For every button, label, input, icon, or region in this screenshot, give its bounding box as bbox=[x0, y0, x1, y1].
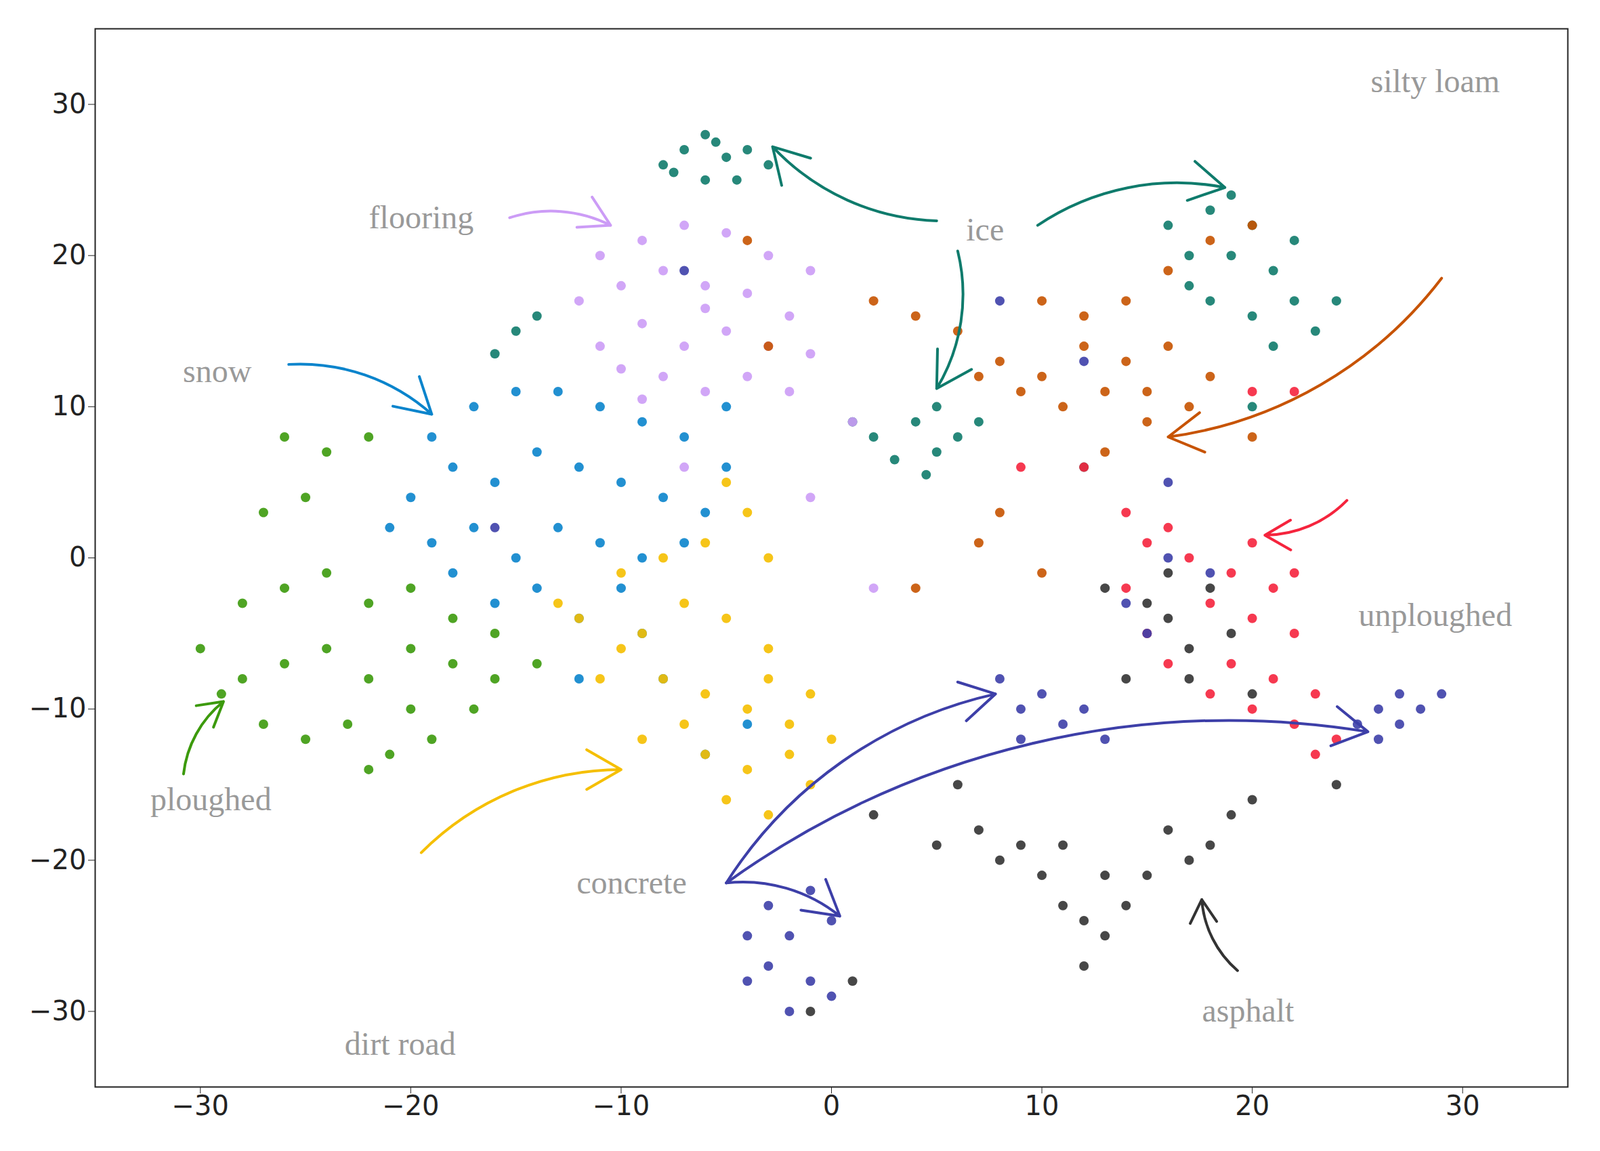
svg-text:20: 20 bbox=[52, 239, 87, 271]
svg-text:silty loam: silty loam bbox=[1371, 62, 1501, 99]
svg-text:unploughed: unploughed bbox=[1358, 596, 1513, 633]
svg-text:−30: −30 bbox=[172, 1089, 229, 1122]
svg-text:ice: ice bbox=[965, 211, 1004, 248]
svg-text:concrete: concrete bbox=[576, 864, 687, 901]
svg-text:30: 30 bbox=[52, 88, 87, 120]
svg-text:−10: −10 bbox=[592, 1089, 650, 1122]
svg-text:flooring: flooring bbox=[369, 199, 475, 236]
svg-text:−20: −20 bbox=[29, 844, 87, 876]
svg-text:dirt road: dirt road bbox=[344, 1025, 456, 1062]
svg-text:−10: −10 bbox=[29, 692, 87, 724]
svg-text:30: 30 bbox=[1445, 1089, 1481, 1122]
svg-text:10: 10 bbox=[1024, 1089, 1060, 1122]
svg-text:ploughed: ploughed bbox=[150, 781, 272, 817]
svg-text:snow: snow bbox=[182, 352, 252, 389]
svg-text:10: 10 bbox=[52, 390, 87, 422]
svg-text:0: 0 bbox=[69, 541, 87, 573]
svg-text:−30: −30 bbox=[29, 995, 87, 1027]
svg-text:20: 20 bbox=[1234, 1089, 1270, 1122]
svg-text:−20: −20 bbox=[382, 1089, 439, 1122]
svg-text:asphalt: asphalt bbox=[1201, 992, 1295, 1029]
svg-text:0: 0 bbox=[823, 1089, 840, 1122]
